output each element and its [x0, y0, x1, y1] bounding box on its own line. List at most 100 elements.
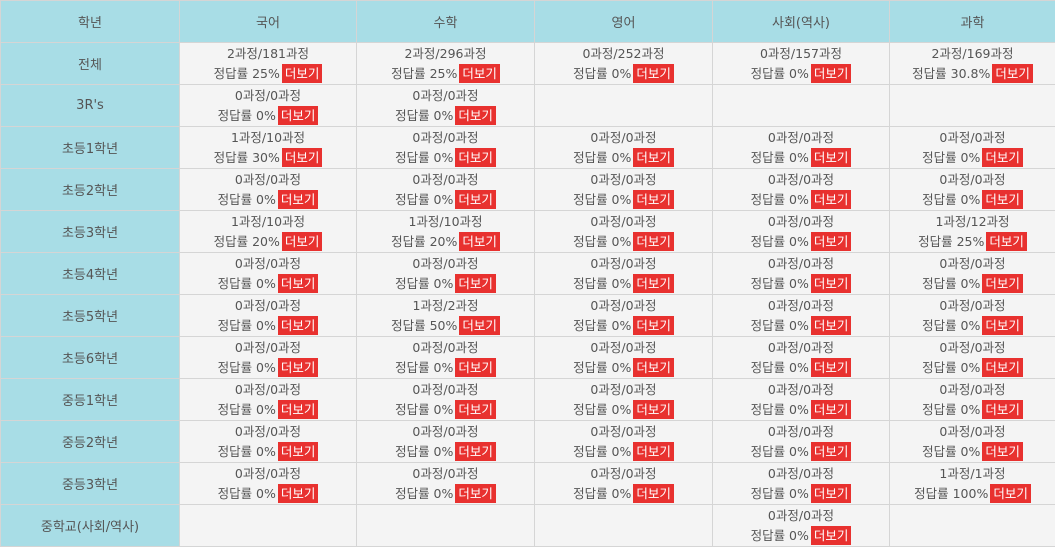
more-button[interactable]: 더보기	[982, 357, 1023, 377]
correct-rate: 정답률 0%	[750, 443, 809, 459]
subject-cell: 0과정/0과정 정답률 0% 더보기	[179, 84, 357, 127]
more-button[interactable]: 더보기	[633, 315, 674, 335]
course-count: 0과정/0과정	[767, 381, 835, 397]
subject-cell: 0과정/0과정 정답률 0% 더보기	[534, 126, 713, 169]
subject-cell: 0과정/0과정 정답률 0% 더보기	[534, 210, 713, 253]
more-button[interactable]: 더보기	[277, 357, 319, 377]
more-button[interactable]: 더보기	[810, 483, 852, 503]
more-button[interactable]: 더보기	[455, 189, 496, 209]
more-button[interactable]: 더보기	[455, 357, 496, 377]
more-button[interactable]: 더보기	[986, 231, 1027, 251]
rate-line: 정답률 0% 더보기	[395, 189, 496, 210]
more-button[interactable]: 더보기	[633, 483, 674, 503]
more-button[interactable]: 더보기	[982, 273, 1023, 293]
more-button[interactable]: 더보기	[982, 189, 1023, 209]
correct-rate: 정답률 0%	[217, 485, 276, 501]
correct-rate: 정답률 0%	[573, 65, 632, 81]
more-button[interactable]: 더보기	[277, 399, 319, 419]
subject-cell: 0과정/0과정 정답률 0% 더보기	[534, 252, 713, 295]
rate-line: 정답률 0% 더보기	[750, 189, 852, 210]
subject-cell: 0과정/0과정 정답률 0% 더보기	[179, 294, 357, 337]
rate-line: 정답률 0% 더보기	[218, 315, 319, 336]
cell-content: 0과정/0과정 정답률 0% 더보기	[218, 422, 319, 462]
course-count: 1과정/10과정	[230, 213, 306, 229]
correct-rate: 정답률 0%	[750, 191, 809, 207]
more-button[interactable]: 더보기	[455, 399, 496, 419]
more-button[interactable]: 더보기	[633, 441, 674, 461]
more-button[interactable]: 더보기	[277, 483, 319, 503]
more-button[interactable]: 더보기	[633, 273, 674, 293]
subject-cell: 0과정/0과정 정답률 0% 더보기	[889, 294, 1055, 337]
table-body: 전체 2과정/181과정 정답률 25% 더보기 2과정/296과정 정답률 25% 더보기…	[0, 42, 1055, 547]
cell-content: 0과정/0과정 정답률 0% 더보기	[922, 380, 1023, 420]
more-button[interactable]: 더보기	[633, 147, 674, 167]
more-button[interactable]: 더보기	[992, 63, 1033, 83]
more-button[interactable]: 더보기	[810, 399, 852, 419]
header-social-history: 사회(역사)	[712, 0, 890, 43]
more-button[interactable]: 더보기	[633, 399, 674, 419]
subject-cell: 1과정/1과정 정답률 100% 더보기	[889, 462, 1055, 505]
correct-rate: 정답률 0%	[750, 401, 809, 417]
course-count: 0과정/0과정	[590, 423, 657, 439]
more-button[interactable]: 더보기	[810, 63, 852, 83]
course-count: 0과정/157과정	[759, 45, 842, 61]
more-button[interactable]: 더보기	[459, 231, 500, 251]
more-button[interactable]: 더보기	[633, 63, 674, 83]
more-button[interactable]: 더보기	[455, 273, 496, 293]
more-button[interactable]: 더보기	[810, 147, 852, 167]
more-button[interactable]: 더보기	[459, 63, 500, 83]
more-button[interactable]: 더보기	[810, 525, 852, 545]
more-button[interactable]: 더보기	[810, 441, 852, 461]
more-button[interactable]: 더보기	[281, 147, 323, 167]
more-button[interactable]: 더보기	[633, 357, 674, 377]
more-button[interactable]: 더보기	[810, 273, 852, 293]
more-button[interactable]: 더보기	[633, 231, 674, 251]
more-button[interactable]: 더보기	[455, 105, 496, 125]
more-button[interactable]: 더보기	[277, 189, 319, 209]
correct-rate: 정답률 0%	[750, 65, 809, 81]
more-button[interactable]: 더보기	[990, 483, 1031, 503]
course-count: 0과정/0과정	[412, 87, 479, 103]
course-count: 0과정/0과정	[234, 255, 302, 271]
more-button[interactable]: 더보기	[810, 315, 852, 335]
course-count: 0과정/0과정	[939, 297, 1006, 313]
rate-line: 정답률 0% 더보기	[750, 273, 852, 294]
more-button[interactable]: 더보기	[982, 441, 1023, 461]
more-button[interactable]: 더보기	[810, 231, 852, 251]
more-button[interactable]: 더보기	[277, 441, 319, 461]
course-count: 1과정/1과정	[939, 465, 1006, 481]
correct-rate: 정답률 0%	[750, 275, 809, 291]
more-button[interactable]: 더보기	[281, 231, 323, 251]
subject-cell: 2과정/169과정 정답률 30.8% 더보기	[889, 42, 1055, 85]
correct-rate: 정답률 0%	[573, 401, 632, 417]
more-button[interactable]: 더보기	[277, 315, 319, 335]
cell-content: 0과정/0과정 정답률 0% 더보기	[922, 338, 1023, 378]
more-button[interactable]: 더보기	[982, 399, 1023, 419]
more-button[interactable]: 더보기	[455, 441, 496, 461]
more-button[interactable]: 더보기	[982, 315, 1023, 335]
subject-cell: 1과정/12과정 정답률 25% 더보기	[889, 210, 1055, 253]
course-count: 0과정/0과정	[234, 339, 302, 355]
rate-line: 정답률 0% 더보기	[573, 483, 674, 504]
more-button[interactable]: 더보기	[277, 273, 319, 293]
rate-line: 정답률 25% 더보기	[918, 231, 1027, 252]
course-count: 0과정/0과정	[767, 171, 835, 187]
subject-cell: 0과정/0과정 정답률 0% 더보기	[356, 462, 535, 505]
rate-line: 정답률 20% 더보기	[391, 231, 500, 252]
correct-rate: 정답률 0%	[217, 359, 276, 375]
rate-line: 정답률 0% 더보기	[395, 399, 496, 420]
more-button[interactable]: 더보기	[455, 147, 496, 167]
more-button[interactable]: 더보기	[277, 105, 319, 125]
cell-content: 0과정/0과정 정답률 0% 더보기	[218, 254, 319, 294]
more-button[interactable]: 더보기	[633, 189, 674, 209]
more-button[interactable]: 더보기	[810, 189, 852, 209]
subject-cell: 0과정/0과정 정답률 0% 더보기	[534, 294, 713, 337]
grade-label: 중학교(사회/역사)	[0, 504, 180, 547]
more-button[interactable]: 더보기	[281, 63, 323, 83]
course-count: 0과정/0과정	[767, 465, 835, 481]
more-button[interactable]: 더보기	[455, 483, 496, 503]
more-button[interactable]: 더보기	[810, 357, 852, 377]
more-button[interactable]: 더보기	[459, 315, 500, 335]
more-button[interactable]: 더보기	[982, 147, 1023, 167]
